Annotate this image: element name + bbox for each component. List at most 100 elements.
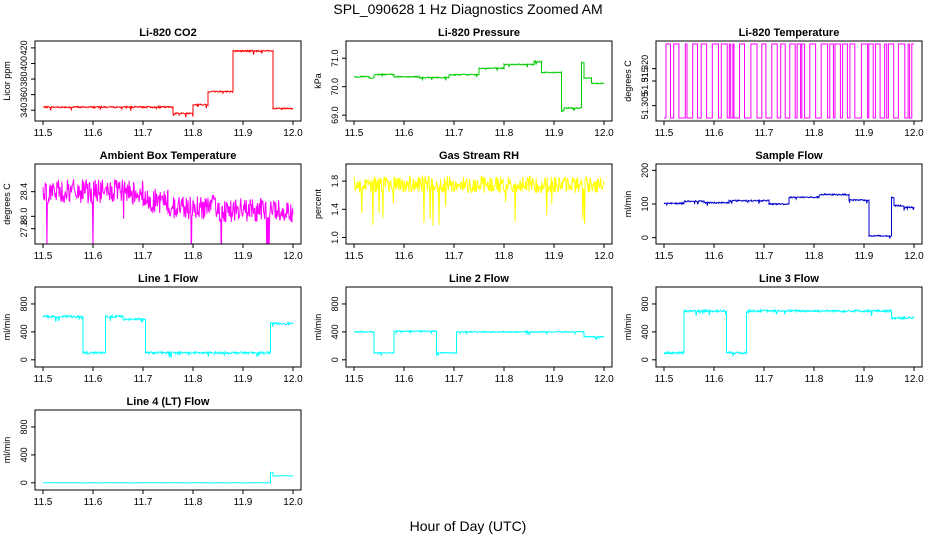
x-tick-label: 11.9: [545, 251, 564, 262]
plot-frame: [345, 163, 613, 245]
x-tick-label: 11.5: [655, 128, 674, 139]
chart-panel-3: Li-820 Temperature degrees C 11.5 11.6 11.7 1…: [623, 27, 924, 139]
chart-title: Ambient Box Temperature: [100, 150, 237, 162]
x-tick-label: 12.0: [283, 128, 303, 139]
y-tick-label: 1.8: [330, 175, 340, 188]
x-tick-label: 11.6: [705, 128, 724, 139]
x-tick-label: 11.9: [545, 128, 564, 139]
x-tick-label: 11.7: [445, 251, 464, 262]
chart-title: Li-820 Temperature: [739, 27, 840, 39]
y-axis-label: degrees C: [2, 183, 12, 225]
y-tick-label: 400: [640, 324, 650, 339]
x-tick-label: 11.5: [655, 374, 674, 385]
y-tick-label: 51.305: [640, 92, 650, 120]
chart-panel-1: Li-820 CO2 Licor ppm 11.5 11.6 11.7 11.8 11.9 1…: [2, 27, 303, 139]
x-tick-label: 11.6: [84, 128, 103, 139]
y-tick-label: 400: [330, 324, 340, 339]
chart-panel-2: Li-820 Pressure kPa 11.5 11.6 11.7 11.8 11.9 12…: [313, 27, 614, 139]
x-tick-label: 11.7: [445, 374, 464, 385]
x-tick-label: 11.5: [34, 374, 53, 385]
y-tick-label: 51.320: [640, 55, 650, 83]
data-series-line: [664, 43, 914, 119]
y-tick-label: 0: [19, 480, 29, 485]
y-tick-label: 800: [19, 419, 29, 434]
plot-frame: [345, 286, 613, 368]
y-tick-label: 0: [640, 357, 650, 362]
y-axis-label: ml/min: [623, 191, 633, 218]
x-tick-label: 12.0: [594, 251, 614, 262]
y-axis-label: percent: [313, 188, 323, 219]
x-tick-label: 11.5: [345, 374, 364, 385]
chart-panel-5: Gas Stream RH percent 11.5 11.6 11.7 11.8 11.9…: [313, 150, 614, 262]
data-series-line: [43, 471, 293, 484]
x-tick-label: 11.6: [705, 374, 724, 385]
y-tick-label: 28.4: [19, 183, 29, 201]
x-tick-label: 11.9: [855, 251, 874, 262]
data-series-line: [663, 308, 915, 357]
x-tick-label: 11.8: [184, 251, 203, 262]
y-tick-label: 69.0: [330, 106, 340, 124]
x-tick-label: 12.0: [904, 128, 924, 139]
x-tick-label: 11.8: [495, 128, 514, 139]
chart-panel-4: Ambient Box Temperature degrees C 11.5 11.6…: [2, 150, 303, 262]
x-tick-label: 11.8: [184, 374, 203, 385]
x-tick-label: 11.5: [34, 497, 53, 508]
y-axis-label: ml/min: [2, 314, 12, 341]
y-tick-label: 340: [19, 103, 29, 118]
x-tick-label: 11.9: [234, 251, 253, 262]
y-tick-label: 100: [640, 196, 650, 211]
x-tick-label: 11.5: [34, 251, 53, 262]
x-tick-label: 11.7: [134, 128, 153, 139]
plot-frame: [345, 40, 613, 122]
y-tick-label: 400: [19, 447, 29, 462]
y-axis-label: degrees C: [623, 60, 633, 102]
y-tick-label: 0: [19, 357, 29, 362]
chart-title: Li-820 Pressure: [438, 27, 520, 39]
plot-frame: [34, 163, 302, 245]
x-tick-label: 11.6: [395, 374, 414, 385]
y-tick-label: 400: [19, 56, 29, 71]
chart-panel-7: Line 1 Flow ml/min 11.5 11.6 11.7 11.8 11.9 12.…: [2, 273, 303, 385]
x-tick-label: 11.8: [805, 374, 824, 385]
x-tick-label: 11.7: [755, 251, 774, 262]
x-tick-label: 11.9: [855, 374, 874, 385]
data-series-line: [42, 313, 294, 358]
x-tick-label: 12.0: [594, 128, 614, 139]
y-axis-label: ml/min: [313, 314, 323, 341]
plot-frame: [655, 40, 923, 122]
x-tick-label: 11.6: [705, 251, 724, 262]
y-tick-label: 800: [330, 296, 340, 311]
x-tick-label: 11.7: [134, 497, 153, 508]
x-tick-label: 11.7: [134, 374, 153, 385]
x-tick-label: 11.9: [234, 128, 253, 139]
x-tick-label: 12.0: [904, 374, 924, 385]
y-axis-label: ml/min: [623, 314, 633, 341]
x-tick-label: 11.8: [495, 251, 514, 262]
y-tick-label: 71.0: [330, 49, 340, 67]
y-tick-label: 1.0: [330, 231, 340, 244]
y-tick-label: 800: [19, 296, 29, 311]
chart-title: Line 3 Flow: [759, 273, 819, 285]
x-tick-label: 11.7: [445, 128, 464, 139]
x-tick-label: 11.9: [855, 128, 874, 139]
x-tick-label: 11.9: [234, 497, 253, 508]
x-tick-label: 11.8: [805, 251, 824, 262]
y-axis-label: Licor ppm: [2, 61, 12, 101]
x-tick-label: 11.6: [84, 497, 103, 508]
data-series-line: [42, 179, 294, 244]
y-tick-label: 0: [330, 357, 340, 362]
y-tick-label: 1.4: [330, 203, 340, 216]
chart-title: Gas Stream RH: [439, 150, 519, 162]
chart-panel-8: Line 2 Flow ml/min 11.5 11.6 11.7 11.8 11.9 12.…: [313, 273, 614, 385]
chart-title: Line 2 Flow: [449, 273, 509, 285]
data-series-line: [353, 59, 605, 113]
x-tick-label: 11.6: [395, 251, 414, 262]
chart-panel-9: Line 3 Flow ml/min 11.5 11.6 11.7 11.8 11.9 12.…: [623, 273, 924, 385]
data-series-line: [353, 329, 605, 357]
x-tick-label: 12.0: [283, 374, 303, 385]
x-tick-label: 11.5: [345, 251, 364, 262]
data-series-line: [663, 192, 915, 239]
x-tick-label: 11.6: [84, 251, 103, 262]
x-tick-label: 11.6: [395, 128, 414, 139]
